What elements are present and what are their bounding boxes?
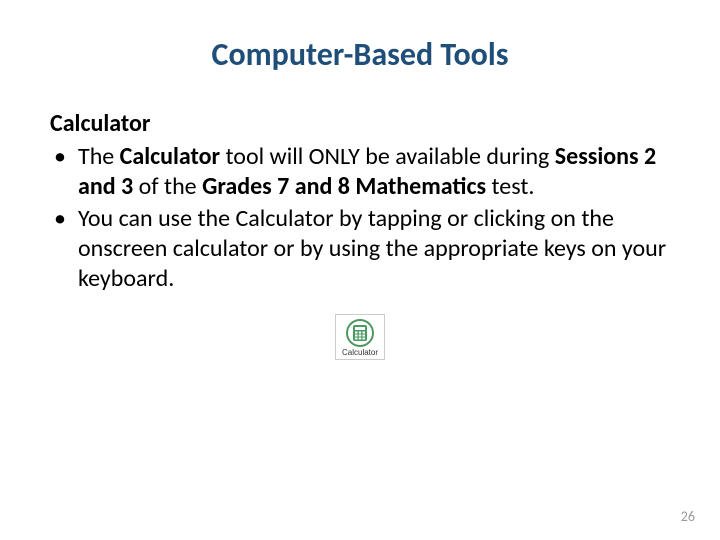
bullet-text-part: The bbox=[78, 142, 120, 171]
bullet-text-part: test. bbox=[486, 172, 534, 201]
calculator-icon bbox=[353, 325, 367, 341]
bullet-bold-text: Calculator bbox=[120, 142, 220, 171]
calculator-icon-label: Calculator bbox=[342, 348, 378, 357]
calculator-icon-container: Calculator bbox=[50, 314, 670, 360]
bullet-bold-text: Grades 7 and 8 Mathematics bbox=[202, 172, 486, 201]
content-area: Calculator The Calculator tool will ONLY… bbox=[50, 109, 670, 294]
slide-title: Computer-Based Tools bbox=[50, 35, 670, 74]
bullet-text-part: of the bbox=[133, 172, 202, 201]
bullet-list: The Calculator tool will ONLY be availab… bbox=[50, 142, 670, 294]
bullet-item: The Calculator tool will ONLY be availab… bbox=[50, 142, 670, 202]
calculator-tool-button[interactable]: Calculator bbox=[335, 314, 385, 360]
page-number: 26 bbox=[681, 508, 695, 525]
bullet-text-part: tool will ONLY be available during bbox=[220, 142, 555, 171]
section-heading: Calculator bbox=[50, 109, 670, 138]
calculator-icon-circle bbox=[346, 319, 374, 347]
bullet-item: You can use the Calculator by tapping or… bbox=[50, 204, 670, 294]
bullet-text: You can use the Calculator by tapping or… bbox=[78, 204, 666, 293]
